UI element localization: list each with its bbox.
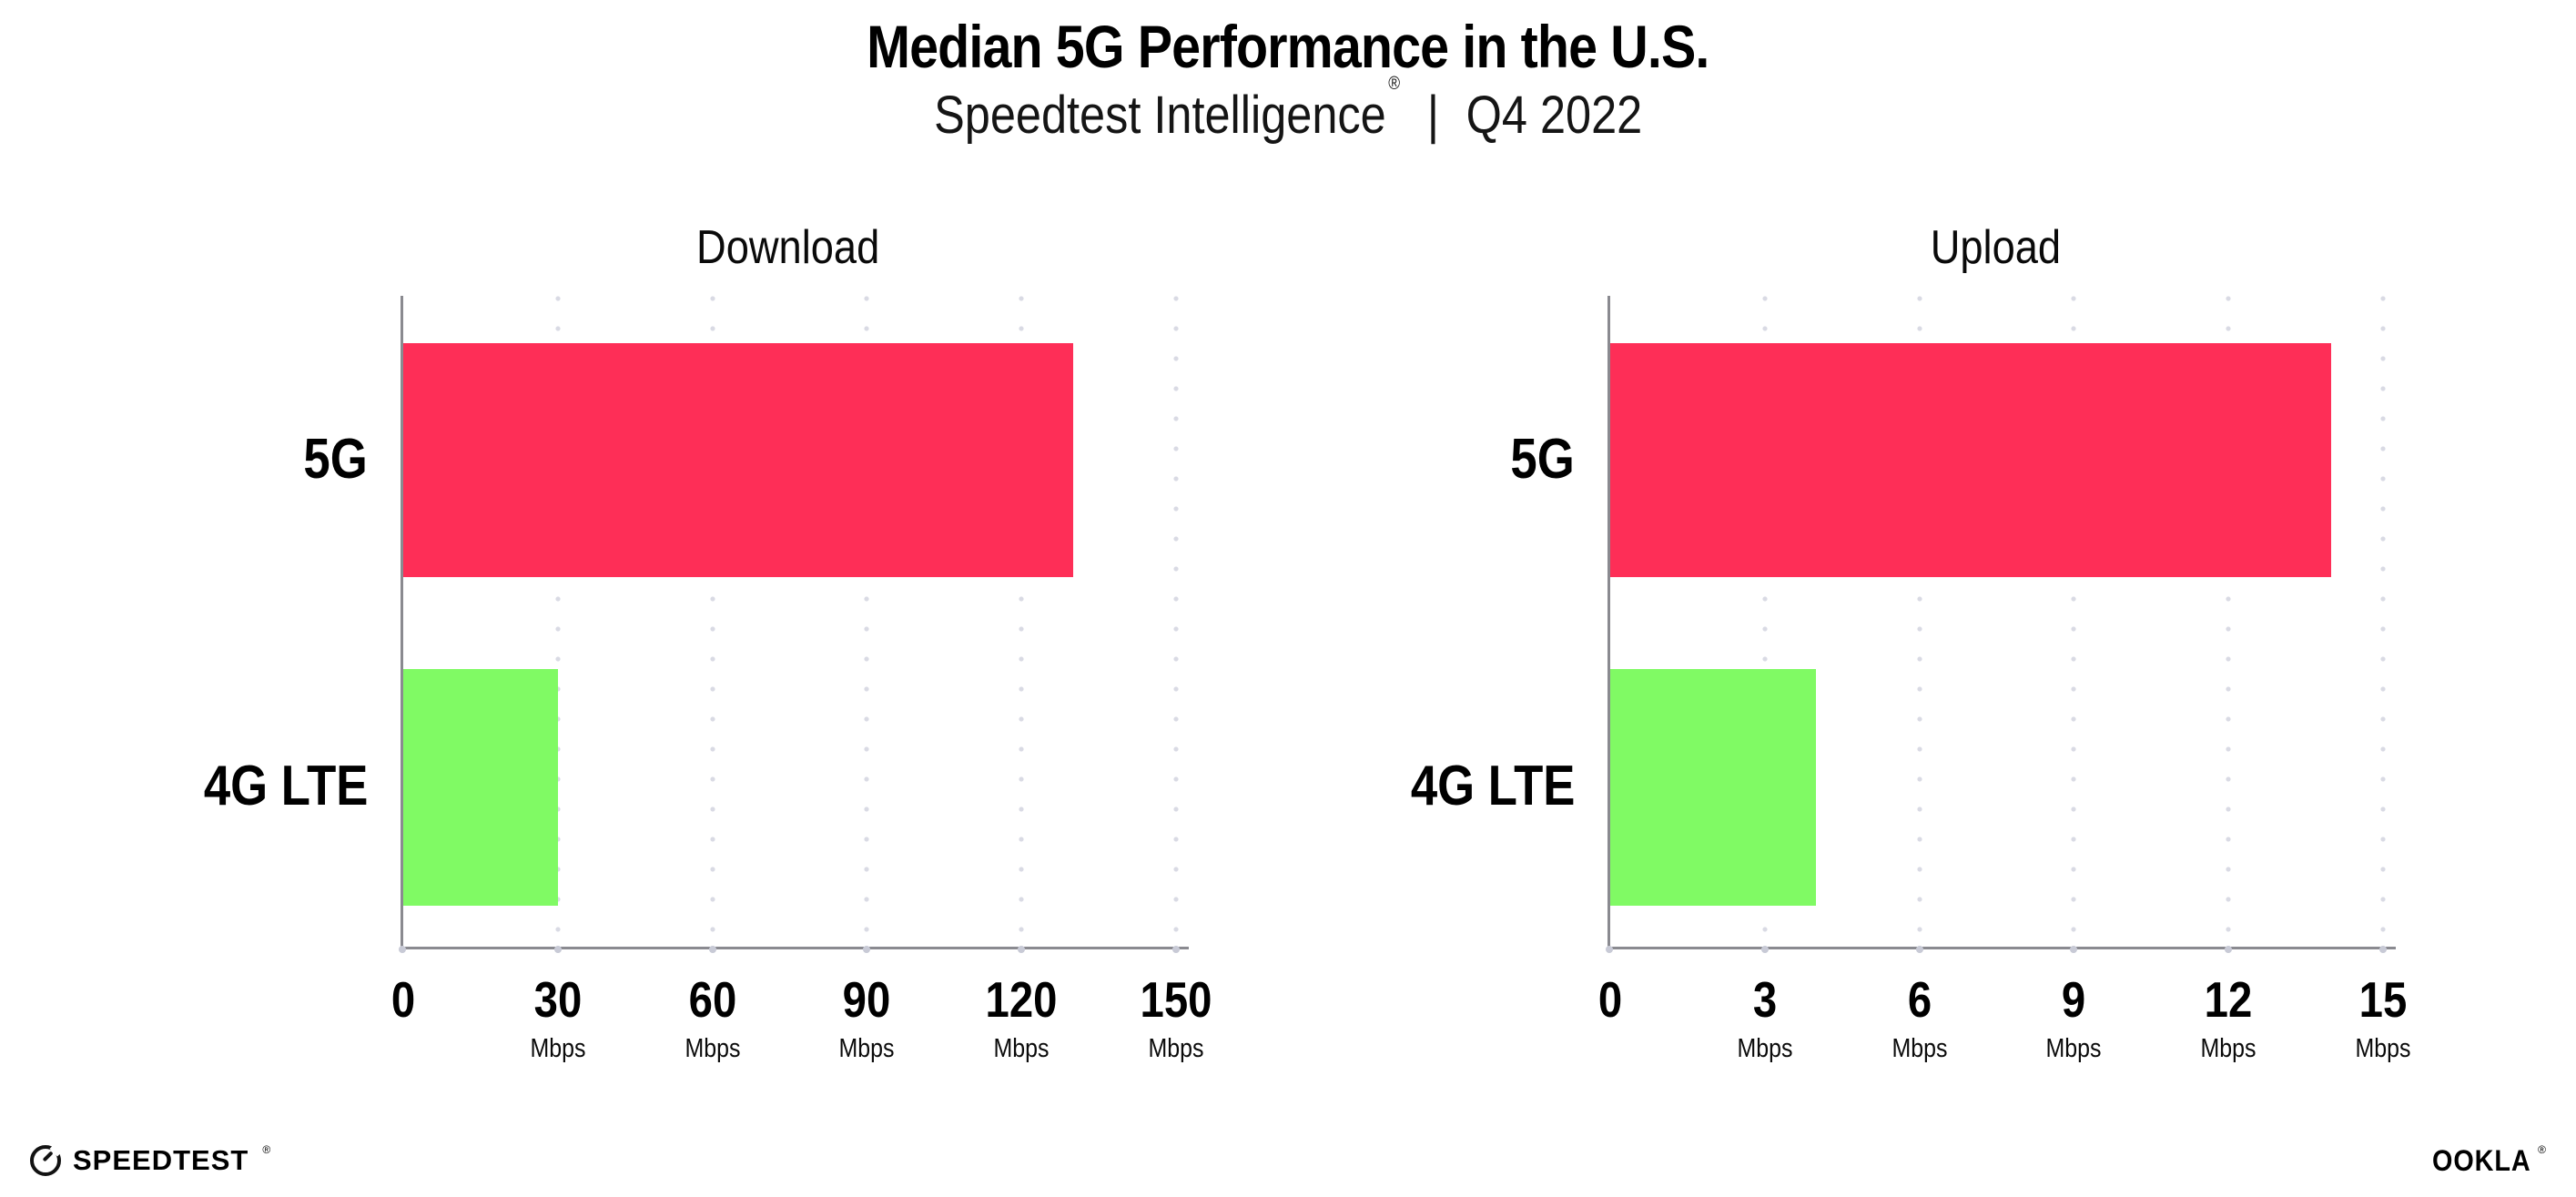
x-tick-label-0: 0 <box>1598 975 1622 1025</box>
x-tick-label-9: 9 Mbps <box>2046 975 2102 1062</box>
4g-lte-bar <box>1610 668 1817 906</box>
tick-dot-60 <box>708 946 716 954</box>
x-tick-unit: Mbps <box>2200 1034 2257 1064</box>
x-tick-unit: Mbps <box>2045 1034 2102 1064</box>
page-title: Median 5G Performance in the U.S. <box>0 13 2576 82</box>
subtitle-period: Q4 2022 <box>1465 85 1643 145</box>
tick-dot-90 <box>863 946 871 954</box>
x-tick-label-6: 6 Mbps <box>1891 975 1947 1062</box>
x-tick-value: 3 <box>1752 971 1777 1029</box>
x-tick-label-120: 120 Mbps <box>986 975 1058 1062</box>
gridline-9 <box>2071 296 2077 948</box>
download-chart: Download 5G 4G LTE 0 30 Mbps 60 Mbps 90 Mbps 120… <box>118 223 1212 1062</box>
tick-dot-120 <box>1018 946 1026 954</box>
speedtest-wordmark: SPEEDTEST <box>73 1144 249 1176</box>
ookla-logo: OOKLA ® <box>2427 1143 2546 1178</box>
x-tick-label-3: 3 Mbps <box>1737 975 1792 1062</box>
ookla-wordmark: OOKLA <box>2431 1143 2531 1177</box>
tick-dot-3 <box>1760 946 1769 954</box>
5g-bar <box>403 343 1073 578</box>
gridline-3 <box>1761 296 1768 948</box>
x-tick-value: 12 <box>2204 971 2253 1029</box>
download-chart-title: Download <box>401 223 1176 273</box>
tick-dot-15 <box>2379 946 2387 954</box>
header: Median 5G Performance in the U.S. Speedt… <box>0 0 2576 147</box>
upload-chart-title: Upload <box>1607 223 2383 273</box>
4g-lte-bar <box>403 668 558 906</box>
charts-row: Download 5G 4G LTE 0 30 Mbps 60 Mbps 90 Mbps 120… <box>0 223 2576 1062</box>
download-category-labels: 5G 4G LTE <box>118 296 401 949</box>
x-tick-value: 60 <box>688 971 736 1029</box>
footer: SPEEDTEST ® OOKLA ® <box>30 1141 2546 1181</box>
ookla-trademark: ® <box>2538 1143 2546 1157</box>
x-tick-unit: Mbps <box>1148 1034 1204 1064</box>
gridline-6 <box>1916 296 1922 948</box>
tick-dot-12 <box>2225 946 2233 954</box>
x-tick-label-60: 60 Mbps <box>685 975 740 1062</box>
gridline-150 <box>1173 296 1179 948</box>
gridline-12 <box>2226 296 2232 948</box>
x-tick-unit: Mbps <box>685 1034 741 1064</box>
tick-dot-150 <box>1172 946 1180 954</box>
x-tick-value: 9 <box>2062 971 2086 1029</box>
x-tick-value: 0 <box>1597 971 1623 1029</box>
category-label-text: 5G <box>303 428 368 492</box>
tick-dot-6 <box>1915 946 1923 954</box>
gridline-90 <box>864 296 870 948</box>
x-axis-line <box>1607 947 2396 950</box>
x-tick-label-15: 15 Mbps <box>2356 975 2411 1062</box>
category-label-5g: 5G <box>1325 296 1607 623</box>
x-tick-unit: Mbps <box>1891 1034 1948 1064</box>
category-label-text: 4G LTE <box>1410 755 1575 818</box>
x-axis-line <box>401 947 1189 950</box>
subtitle-brand: Speedtest Intelligence <box>933 85 1386 145</box>
download-chart-title-text: Download <box>696 221 880 275</box>
gridline-120 <box>1019 296 1025 948</box>
category-label-4g-lte: 4G LTE <box>118 623 401 949</box>
x-tick-value: 30 <box>533 971 583 1029</box>
x-tick-unit: Mbps <box>1737 1034 1793 1064</box>
x-tick-value: 120 <box>985 971 1058 1029</box>
x-tick-label-150: 150 Mbps <box>1141 975 1212 1062</box>
x-tick-label-12: 12 Mbps <box>2201 975 2257 1062</box>
speedtest-logo: SPEEDTEST ® <box>30 1143 271 1177</box>
x-tick-label-30: 30 Mbps <box>530 975 585 1062</box>
x-tick-value: 6 <box>1907 971 1932 1029</box>
x-tick-value: 15 <box>2358 971 2408 1029</box>
page-title-text: Median 5G Performance in the U.S. <box>867 13 1709 80</box>
speedtest-gauge-icon <box>30 1145 61 1176</box>
category-label-5g: 5G <box>118 296 401 623</box>
tick-dot-9 <box>2070 946 2078 954</box>
gridline-60 <box>709 296 715 948</box>
x-tick-value: 90 <box>843 971 891 1029</box>
category-label-text: 4G LTE <box>203 755 368 818</box>
subtitle-separator: | <box>1426 85 1439 145</box>
page-subtitle-text: Speedtest Intelligence® | Q4 2022 <box>933 74 1643 147</box>
x-tick-unit: Mbps <box>530 1034 586 1064</box>
x-tick-unit: Mbps <box>838 1034 895 1064</box>
tick-dot-0 <box>399 946 406 954</box>
x-tick-unit: Mbps <box>993 1034 1050 1064</box>
tick-dot-30 <box>553 946 562 954</box>
upload-chart-title-text: Upload <box>1930 221 2061 275</box>
registered-mark: ® <box>1388 73 1400 94</box>
5g-bar <box>1610 343 2332 578</box>
x-tick-unit: Mbps <box>2355 1034 2411 1064</box>
speedtest-trademark: ® <box>262 1143 271 1156</box>
upload-chart: Upload 5G 4G LTE 0 3 Mbps 6 Mbps 9 Mbps 12 Mbps 15… <box>1325 223 2410 1062</box>
x-tick-value: 150 <box>1140 971 1212 1029</box>
upload-plot: 0 3 Mbps 6 Mbps 9 Mbps 12 Mbps 15 Mbps <box>1598 296 2410 1062</box>
gridline-15 <box>2380 296 2386 948</box>
x-tick-label-0: 0 <box>391 975 415 1025</box>
x-tick-label-90: 90 Mbps <box>839 975 895 1062</box>
upload-category-labels: 5G 4G LTE <box>1325 296 1607 949</box>
page-subtitle: Speedtest Intelligence® | Q4 2022 <box>0 74 2576 147</box>
category-label-4g-lte: 4G LTE <box>1325 623 1607 949</box>
download-plot: 0 30 Mbps 60 Mbps 90 Mbps 120 Mbps 150 Mbps <box>391 296 1212 1062</box>
x-tick-value: 0 <box>390 971 416 1029</box>
gridline-30 <box>554 296 561 948</box>
tick-dot-0 <box>1606 946 1613 954</box>
category-label-text: 5G <box>1510 428 1575 492</box>
